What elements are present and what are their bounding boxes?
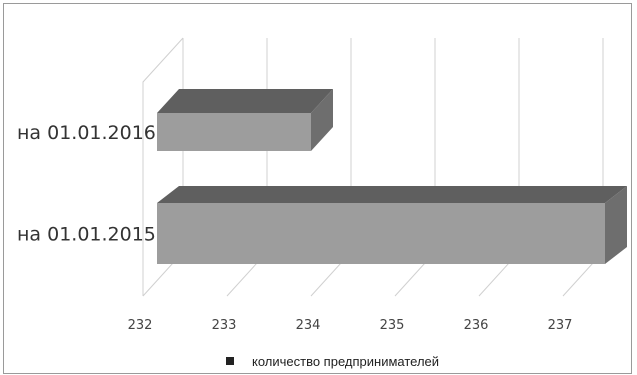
x-tick-label: 233 bbox=[212, 318, 237, 333]
side-wall bbox=[142, 37, 184, 296]
category-label: на 01.01.2016 bbox=[17, 122, 156, 144]
bar-front-face bbox=[157, 113, 311, 151]
x-tick-label: 236 bbox=[464, 318, 489, 333]
chart-walls bbox=[142, 37, 184, 296]
category-labels: на 01.01.2016 на 01.01.2015 bbox=[17, 122, 156, 246]
x-tick-label: 234 bbox=[296, 318, 321, 333]
legend: количество предпринимателей bbox=[226, 354, 439, 369]
legend-label: количество предпринимателей bbox=[252, 354, 439, 369]
bar-top-face bbox=[157, 89, 333, 113]
category-label: на 01.01.2015 bbox=[17, 224, 156, 246]
bar bbox=[157, 89, 333, 151]
bar bbox=[157, 186, 627, 264]
bar-top-face bbox=[157, 186, 627, 203]
x-tick-label: 232 bbox=[128, 318, 153, 333]
bar-side-face bbox=[605, 186, 627, 264]
bar-front-face bbox=[157, 203, 605, 264]
x-tick-labels: 232 233 234 235 236 237 bbox=[128, 318, 573, 333]
legend-marker bbox=[226, 357, 234, 365]
bars bbox=[157, 89, 627, 264]
x-tick-label: 237 bbox=[548, 318, 573, 333]
x-tick-label: 235 bbox=[380, 318, 405, 333]
bar-side-face bbox=[311, 89, 333, 151]
